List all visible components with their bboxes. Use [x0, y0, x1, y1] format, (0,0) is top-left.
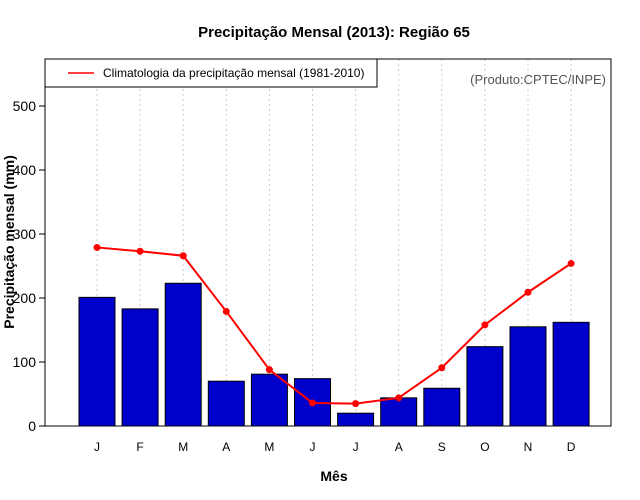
legend: Climatologia da precipitação mensal (198…: [44, 58, 378, 88]
bar-s-9: [423, 387, 461, 427]
x-tick-label: A: [395, 440, 403, 454]
bar-a-8: [380, 397, 418, 427]
climatology-line: [96, 246, 572, 405]
x-tick-label: M: [178, 440, 188, 454]
y-axis-title: Precipitação mensal (mm): [1, 155, 17, 329]
x-tick-label: F: [136, 440, 143, 454]
credit-text: (Produto:CPTEC/INPE): [470, 72, 606, 87]
x-tick-label: A: [222, 440, 230, 454]
climatology-point-8: [395, 394, 403, 402]
bar-f-2: [121, 308, 159, 427]
climatology-point-10: [481, 321, 489, 329]
legend-box: [44, 58, 378, 88]
bar-o-10: [466, 346, 504, 427]
climatology-point-5: [265, 366, 273, 374]
bar-j-7: [337, 412, 375, 427]
x-tick-label: J: [353, 440, 359, 454]
climatology-point-12: [567, 259, 575, 267]
legend-label: Climatologia da precipitação mensal (198…: [103, 66, 364, 80]
x-tick-label: D: [567, 440, 576, 454]
y-tick-label: 300: [13, 226, 37, 242]
climatology-point-1: [93, 243, 101, 251]
x-tick-label: J: [94, 440, 100, 454]
x-tick-label: O: [480, 440, 489, 454]
bar-m-5: [250, 373, 288, 427]
climatology-point-3: [179, 252, 187, 260]
bar-series: [78, 282, 590, 427]
climatology-point-6: [309, 399, 316, 407]
climatology-line-series: [93, 243, 575, 408]
climatology-point-2: [136, 247, 144, 255]
x-tick-label: J: [310, 440, 316, 454]
climatology-point-9: [438, 364, 446, 372]
climatology-point-7: [352, 400, 360, 408]
y-tick-label: 100: [13, 354, 37, 370]
y-tick-label: 400: [13, 162, 37, 178]
x-tick-label: N: [524, 440, 533, 454]
x-tick-label: M: [264, 440, 274, 454]
y-axis: 0 100 200 300 400 500: [13, 98, 46, 434]
x-tick-label: S: [438, 440, 446, 454]
x-axis-title: Mês: [320, 468, 347, 484]
bar-j-1: [78, 296, 116, 427]
bar-a-4: [207, 380, 245, 427]
y-tick-label: 200: [13, 290, 37, 306]
bar-d-12: [552, 321, 590, 427]
climatology-point-4: [222, 307, 230, 315]
bar-m-3: [164, 282, 202, 427]
chart-title: Precipitação Mensal (2013): Região 65: [198, 24, 470, 41]
climatology-point-11: [524, 288, 532, 296]
bar-n-11: [509, 326, 547, 427]
y-tick-label: 0: [28, 418, 36, 434]
y-tick-label: 500: [13, 98, 37, 114]
